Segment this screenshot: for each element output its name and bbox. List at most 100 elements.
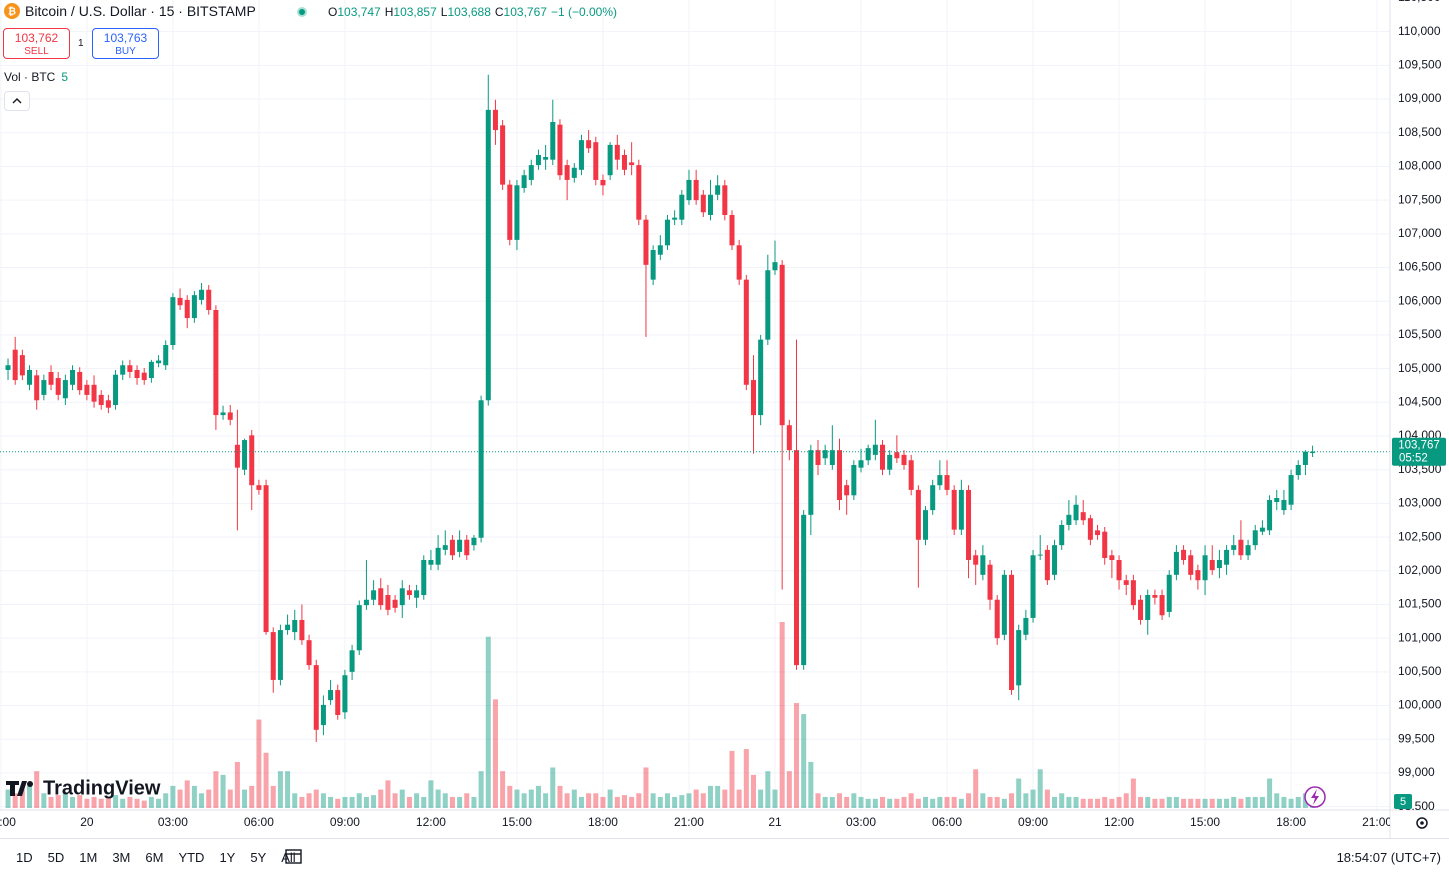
candle-body: [220, 412, 226, 416]
range-button[interactable]: 1Y: [219, 850, 236, 865]
ohlc-item: H103,857: [385, 5, 437, 19]
symbol-title[interactable]: Bitcoin / U.S. Dollar · 15 · BITSTAMP: [25, 3, 256, 19]
y-tick-label: 102,500: [1398, 529, 1442, 543]
chevron-path: [12, 98, 22, 104]
candle-body: [636, 165, 642, 220]
volume-bar: [629, 796, 635, 808]
volume-bar: [500, 771, 506, 808]
volume-bar: [801, 714, 807, 808]
volume-bar: [1016, 778, 1022, 808]
x-tick-label: 21: [768, 815, 782, 829]
btc-circle: [4, 3, 20, 19]
volume-bar: [679, 795, 685, 808]
range-button[interactable]: YTD: [178, 850, 205, 865]
volume-bar: [306, 793, 312, 808]
candle-body: [557, 124, 563, 176]
sell-button[interactable]: 103,762 SELL: [3, 28, 70, 59]
volume-bar: [277, 771, 283, 808]
last-volume-label: 5: [1400, 796, 1406, 808]
candle-body: [793, 450, 800, 666]
candle-body: [1209, 559, 1215, 571]
candle-body: [829, 450, 835, 465]
volume-bar: [1030, 789, 1036, 808]
candle-body: [750, 380, 756, 416]
volume-bar: [693, 789, 699, 808]
range-button[interactable]: 6M: [145, 850, 164, 865]
candle-body: [930, 485, 936, 511]
candle-body: [206, 289, 212, 310]
range-button[interactable]: 5D: [47, 850, 65, 865]
candle-body: [55, 378, 61, 395]
candle-body: [1267, 500, 1273, 531]
volume-bar: [227, 789, 233, 808]
collapse-legend-button[interactable]: [4, 91, 30, 111]
candle-body: [385, 595, 391, 610]
volume-bar: [1023, 793, 1029, 808]
candle-body: [901, 454, 907, 465]
volume-bar: [844, 796, 850, 808]
candle-body: [1052, 545, 1058, 575]
candle-body: [1123, 580, 1129, 585]
x-tick-label: 06:00: [932, 815, 962, 829]
candle-body: [270, 632, 276, 680]
candle-body: [1166, 574, 1172, 612]
buy-button[interactable]: 103,763 BUY: [92, 28, 159, 59]
range-button[interactable]: All: [281, 850, 296, 865]
volume-bar: [363, 796, 369, 808]
volume-bar: [1009, 793, 1015, 808]
volume-bar: [707, 785, 713, 808]
volume-bar: [12, 793, 18, 808]
settings-icon[interactable]: [1416, 817, 1428, 829]
candle-body: [765, 270, 771, 340]
volume-bar: [858, 796, 864, 808]
candle-body: [578, 140, 584, 170]
volume-bar: [177, 789, 183, 808]
range-button[interactable]: 5Y: [250, 850, 267, 865]
candle-body: [1145, 595, 1151, 620]
volume-bar: [743, 749, 749, 808]
candle-body: [1030, 555, 1036, 618]
volume-bar: [213, 771, 219, 808]
volume-bar: [1130, 778, 1136, 808]
volume-bar: [1116, 796, 1122, 808]
volume-bar: [908, 793, 914, 808]
range-button[interactable]: 1M: [79, 850, 98, 865]
volume-bar: [442, 793, 448, 808]
volume-bar: [880, 796, 886, 808]
volume-bar: [27, 785, 33, 808]
range-button[interactable]: 1D: [16, 850, 33, 865]
candle-body: [1252, 530, 1258, 546]
volume-bar: [815, 793, 821, 808]
candle-body: [550, 121, 556, 160]
candle-body: [1109, 555, 1115, 560]
volume-bar: [421, 796, 427, 808]
volume-bar: [607, 789, 613, 808]
volume-bar: [543, 793, 549, 808]
x-tick-label: 03:00: [846, 815, 876, 829]
volume-bar: [492, 699, 498, 808]
candle-body: [177, 297, 183, 306]
range-button[interactable]: 3M: [112, 850, 131, 865]
calendar-icon[interactable]: [285, 849, 302, 864]
volume-bar: [643, 767, 649, 808]
y-tick-label: 99,500: [1398, 731, 1435, 745]
candle-body: [492, 109, 498, 131]
candle-body: [77, 371, 83, 391]
candle-body: [772, 262, 778, 271]
ohlc-legend: O103,747 H103,857 L103,688 C103,767 −1 (…: [328, 5, 617, 19]
candle-body: [571, 167, 577, 178]
candle-body: [1080, 512, 1086, 521]
x-tick-label: 21:00: [1362, 815, 1392, 829]
volume-bar: [70, 796, 76, 808]
volume-bar: [535, 785, 541, 808]
ohlc-value: 103,688: [447, 5, 491, 19]
candle-body: [1102, 531, 1108, 558]
candle-body: [1173, 551, 1179, 575]
candle-body: [915, 489, 921, 540]
candle-body: [84, 384, 90, 395]
candle-body: [1116, 559, 1122, 581]
volume-bar: [923, 796, 929, 808]
candle-body: [1095, 530, 1101, 536]
volume-bar: [822, 796, 828, 808]
candle-body: [743, 279, 749, 385]
